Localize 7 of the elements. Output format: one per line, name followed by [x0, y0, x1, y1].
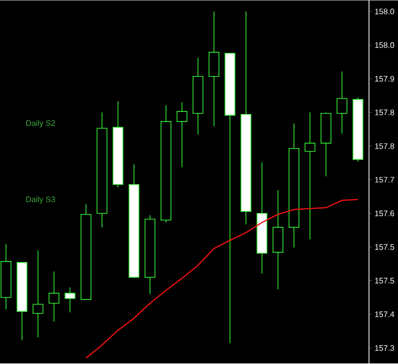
candlestick — [176, 102, 188, 168]
candlestick — [336, 71, 348, 134]
candlestick — [64, 287, 76, 313]
candlestick — [48, 271, 60, 322]
candlestick — [32, 250, 44, 338]
candlestick — [304, 112, 316, 240]
line-series — [85, 198, 359, 359]
